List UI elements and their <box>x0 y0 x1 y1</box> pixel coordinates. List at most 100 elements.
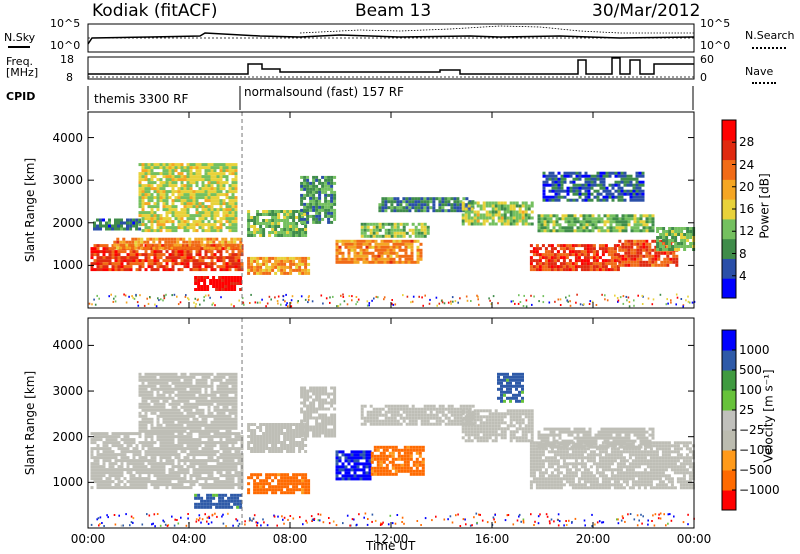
power-cell <box>629 192 633 196</box>
velocity-cell <box>183 378 187 382</box>
power-cell <box>186 265 190 269</box>
power-noise-cell <box>114 295 117 298</box>
velocity-cell <box>222 414 226 418</box>
velocity-cell <box>114 462 118 466</box>
power-cell <box>615 220 619 224</box>
power-cell <box>321 217 325 221</box>
power-cell <box>171 199 175 203</box>
power-cell <box>518 210 522 214</box>
power-cell <box>639 257 643 261</box>
velocity-cell <box>183 405 187 409</box>
power-cell <box>306 178 310 182</box>
power-cell <box>134 237 138 241</box>
velocity-cell <box>150 462 154 466</box>
velocity-cell <box>183 393 187 397</box>
velocity-cell <box>222 456 226 460</box>
power-cell <box>665 248 669 251</box>
power-cell <box>575 192 579 196</box>
power-cell <box>360 222 364 226</box>
power-cell <box>90 250 94 254</box>
power-cell <box>368 245 372 249</box>
velocity-cell <box>120 471 124 475</box>
power-cell <box>543 220 547 224</box>
power-cell <box>642 260 646 264</box>
power-cell <box>574 253 578 257</box>
velocity-cell <box>237 483 241 487</box>
velocity-cell <box>225 459 229 463</box>
power-cell <box>374 257 378 261</box>
velocity-cell <box>93 474 97 478</box>
velocity-cell <box>108 474 112 478</box>
power-cell <box>309 199 313 203</box>
velocity-cell <box>111 444 115 448</box>
velocity-cell <box>171 396 175 400</box>
velocity-cell <box>225 456 229 460</box>
power-noise-cell <box>195 303 197 306</box>
power-cell <box>485 216 489 220</box>
power-cell <box>231 265 235 269</box>
power-cell <box>557 186 561 190</box>
power-cell <box>131 237 135 241</box>
power-cell <box>635 192 639 196</box>
power-cell <box>341 251 345 255</box>
power-cell <box>592 268 596 272</box>
power-cell <box>156 163 160 167</box>
power-cell <box>195 205 199 209</box>
velocity-cell <box>126 450 130 454</box>
power-noise-cell <box>687 295 689 298</box>
power-cell <box>177 250 181 254</box>
power-cell <box>544 253 548 257</box>
velocity-cell <box>231 420 235 424</box>
power-cell <box>132 224 136 228</box>
power-cell <box>164 246 168 250</box>
velocity-cell <box>180 387 184 391</box>
velocity-cell <box>162 426 166 430</box>
power-cell <box>610 265 614 269</box>
power-cell <box>189 163 193 167</box>
power-cell <box>250 234 254 237</box>
velocity-cell <box>141 444 145 448</box>
power-cell <box>192 193 196 197</box>
power-cell <box>225 220 229 224</box>
power-cell <box>587 174 591 178</box>
power-cell <box>626 174 630 178</box>
power-cell <box>389 260 393 264</box>
power-cell <box>639 223 643 227</box>
power-cell <box>280 259 284 263</box>
velocity-cell <box>225 384 229 388</box>
velocity-cell <box>117 444 121 448</box>
velocity-cell <box>159 414 163 418</box>
power-cell <box>577 259 581 263</box>
velocity-cell <box>177 399 181 403</box>
power-cell <box>177 187 181 191</box>
power-cell <box>183 205 187 209</box>
power-noise-cell <box>203 299 205 302</box>
velocity-cell <box>177 483 181 487</box>
power-noise-cell <box>583 303 585 306</box>
power-cell <box>138 253 142 257</box>
power-cell <box>201 163 205 167</box>
power-cell <box>195 193 199 197</box>
velocity-cell <box>102 468 106 472</box>
power-cell <box>365 248 369 252</box>
power-cell <box>216 175 220 179</box>
power-cell <box>162 244 166 248</box>
velocity-cell <box>189 462 193 466</box>
power-cell <box>90 247 94 251</box>
power-cell <box>253 225 257 228</box>
power-cell <box>168 211 172 215</box>
power-cell <box>167 240 171 244</box>
power-cell <box>335 254 339 258</box>
power-cell <box>426 206 430 210</box>
velocity-cell <box>147 459 151 463</box>
power-cell <box>141 265 145 269</box>
power-cell <box>259 234 263 237</box>
velocity-cell <box>236 496 240 500</box>
power-cell <box>668 239 672 242</box>
power-cell <box>207 184 211 188</box>
power-cell <box>189 253 193 257</box>
velocity-cell <box>180 465 184 469</box>
power-cell <box>280 210 284 213</box>
power-cell <box>177 268 181 272</box>
power-cell <box>416 257 420 261</box>
